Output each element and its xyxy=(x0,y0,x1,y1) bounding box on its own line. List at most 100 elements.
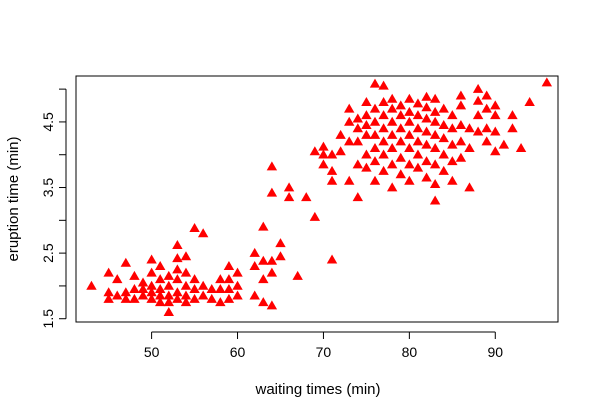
data-point xyxy=(352,192,364,202)
data-point xyxy=(455,90,467,100)
x-tick-label: 50 xyxy=(144,344,160,360)
data-point xyxy=(472,95,484,105)
data-point xyxy=(352,136,364,146)
data-point xyxy=(189,222,200,232)
data-point xyxy=(197,280,209,290)
data-point xyxy=(189,293,200,303)
data-point xyxy=(429,116,441,126)
data-point xyxy=(197,228,209,238)
data-point xyxy=(352,113,364,123)
data-point xyxy=(154,290,166,300)
data-point xyxy=(404,159,415,169)
data-point xyxy=(490,146,501,156)
data-point xyxy=(429,129,441,139)
data-points xyxy=(86,77,553,316)
data-point xyxy=(378,97,389,107)
data-point xyxy=(120,293,132,303)
data-point xyxy=(120,287,132,297)
data-point xyxy=(154,274,166,284)
data-point xyxy=(172,253,183,263)
data-point xyxy=(309,146,321,156)
data-point xyxy=(326,254,338,264)
data-point xyxy=(154,284,166,293)
data-point xyxy=(395,100,406,110)
data-point xyxy=(412,110,424,120)
data-point xyxy=(447,110,458,120)
data-point xyxy=(404,93,415,103)
data-point xyxy=(429,142,441,152)
data-point xyxy=(318,149,329,159)
data-point xyxy=(266,161,278,171)
data-point xyxy=(344,103,355,113)
data-point xyxy=(378,136,389,146)
data-point xyxy=(429,179,441,189)
data-point xyxy=(172,264,183,274)
data-point xyxy=(301,192,312,202)
data-point xyxy=(249,290,260,300)
data-point xyxy=(447,156,458,166)
data-point xyxy=(180,290,192,300)
data-point xyxy=(386,142,398,152)
data-point xyxy=(189,274,200,284)
data-point xyxy=(421,126,432,136)
data-point xyxy=(404,142,415,152)
data-point xyxy=(378,80,389,90)
data-point xyxy=(344,116,355,126)
data-point xyxy=(421,156,432,166)
data-point xyxy=(404,175,415,185)
data-point xyxy=(386,129,398,139)
data-point xyxy=(404,116,415,126)
data-point xyxy=(412,98,424,108)
data-point xyxy=(318,159,329,169)
data-point xyxy=(352,123,364,133)
data-point xyxy=(206,293,217,303)
data-point xyxy=(120,257,132,267)
y-axis: 1.5 2.5 3.5 4.5 xyxy=(40,88,67,328)
data-point xyxy=(266,300,278,310)
data-point xyxy=(258,221,269,231)
data-point xyxy=(163,270,174,280)
data-point xyxy=(361,110,372,120)
data-point xyxy=(180,251,192,261)
data-point xyxy=(146,254,157,264)
data-point xyxy=(421,102,432,112)
data-point xyxy=(429,159,441,169)
data-point xyxy=(455,100,467,110)
data-point xyxy=(472,83,484,93)
data-point xyxy=(266,267,278,277)
data-point xyxy=(206,284,217,293)
data-point xyxy=(386,93,398,103)
data-point xyxy=(318,141,329,151)
data-point xyxy=(386,116,398,126)
data-point xyxy=(386,182,398,192)
data-point xyxy=(137,284,149,293)
data-point xyxy=(369,116,381,126)
data-point xyxy=(112,290,123,300)
data-point xyxy=(266,255,278,265)
data-point xyxy=(197,290,209,300)
data-point xyxy=(180,280,192,290)
data-point xyxy=(421,91,432,101)
data-point xyxy=(386,103,398,113)
y-tick-label: 4.5 xyxy=(40,112,56,132)
data-point xyxy=(103,267,114,277)
data-point xyxy=(258,255,269,265)
data-point xyxy=(215,284,226,293)
data-point xyxy=(541,77,553,87)
data-point xyxy=(507,110,518,120)
data-point xyxy=(283,192,295,202)
data-point xyxy=(137,277,149,287)
data-point xyxy=(326,149,338,159)
data-point xyxy=(404,106,415,116)
data-point xyxy=(86,280,97,290)
data-point xyxy=(464,123,475,133)
data-point xyxy=(180,267,192,277)
data-point xyxy=(146,287,157,297)
data-point xyxy=(361,129,372,139)
data-point xyxy=(386,159,398,169)
data-point xyxy=(481,90,492,100)
data-point xyxy=(129,293,140,303)
y-tick-label: 3.5 xyxy=(40,178,56,198)
data-point xyxy=(438,165,449,175)
data-point xyxy=(361,120,372,129)
